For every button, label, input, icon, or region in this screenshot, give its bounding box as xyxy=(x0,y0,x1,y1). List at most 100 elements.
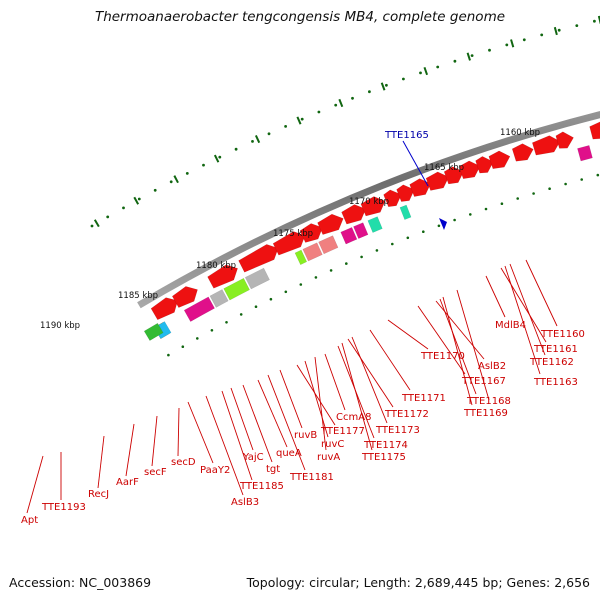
gene-label-apt[interactable]: Apt xyxy=(21,515,38,526)
scale-minor-tick xyxy=(202,163,205,167)
gene-label-aslb2[interactable]: AslB2 xyxy=(478,361,506,372)
gene-label-tte1170[interactable]: TTE1170 xyxy=(420,351,465,362)
gene-label-tte1163[interactable]: TTE1163 xyxy=(533,377,578,388)
label-leader-line xyxy=(205,395,244,496)
gene-label-tte1172[interactable]: TTE1172 xyxy=(384,409,429,420)
gene-label-tte1169[interactable]: TTE1169 xyxy=(463,408,508,419)
highlight-label-tte1165[interactable]: TTE1165 xyxy=(384,130,429,141)
gene-label-tte1168[interactable]: TTE1168 xyxy=(466,396,511,407)
gene-label-tte1161[interactable]: TTE1161 xyxy=(533,344,578,355)
scale-major-tick xyxy=(254,135,261,144)
gene-labels[interactable]: Apt TTE1193 RecJ AarF secF secD PaaY2 As… xyxy=(21,130,585,526)
feature-tracks[interactable] xyxy=(143,68,600,341)
gene-label-secf[interactable]: secF xyxy=(144,467,167,478)
scale-minor-tick xyxy=(557,28,561,32)
scale-minor-tick xyxy=(488,48,491,52)
gene-label-tte1167[interactable]: TTE1167 xyxy=(461,376,506,387)
gene-label-aslb3[interactable]: AslB3 xyxy=(231,497,259,508)
forward-cds-arrow xyxy=(589,121,600,140)
gene-label-recj[interactable]: RecJ xyxy=(88,489,109,500)
gene-label-ruvb[interactable]: ruvB xyxy=(294,430,317,441)
reverse-feature-block xyxy=(340,227,358,245)
scale-label-1160: 1160 kbp xyxy=(500,128,540,138)
forward-cds-arrow xyxy=(396,184,415,202)
inner-minor-tick xyxy=(596,173,600,177)
accession-text: Accession: NC_003869 xyxy=(9,575,152,590)
gene-label-tte1181[interactable]: TTE1181 xyxy=(289,472,334,483)
reverse-feature-block xyxy=(183,296,215,322)
scale-minor-tick xyxy=(284,125,287,128)
inner-minor-tick xyxy=(422,230,425,233)
gene-label-tte1173[interactable]: TTE1173 xyxy=(375,425,420,436)
scale-major-tick xyxy=(213,154,220,163)
scale-label-1165: 1165 kbp xyxy=(424,163,464,173)
inner-minor-tick xyxy=(167,353,170,357)
scale-labels: 1160 kbp 1165 kbp 1170 kbp 1175 kbp 1180… xyxy=(40,128,540,331)
scale-minor-tick xyxy=(453,59,457,63)
gene-label-quea[interactable]: queA xyxy=(276,448,302,459)
scale-major-tick xyxy=(510,39,515,48)
gene-label-tte1193[interactable]: TTE1193 xyxy=(41,502,86,513)
label-leader-line xyxy=(267,374,306,471)
reverse-feature-block xyxy=(244,267,270,290)
gene-label-yajc[interactable]: YajC xyxy=(242,452,264,463)
gene-label-tte1175[interactable]: TTE1175 xyxy=(361,452,406,463)
scale-minor-tick xyxy=(593,19,596,23)
forward-cds-arrow xyxy=(317,213,344,235)
gene-label-tte1162[interactable]: TTE1162 xyxy=(529,357,574,368)
inner-minor-tick xyxy=(532,192,535,195)
forward-cds-arrow xyxy=(360,196,386,217)
scale-minor-tick xyxy=(385,83,388,87)
gene-label-ccma8[interactable]: CcmA8 xyxy=(336,412,371,423)
reverse-feature-block xyxy=(318,235,339,255)
label-leader-line xyxy=(387,319,429,350)
scale-minor-tick xyxy=(218,155,222,159)
label-leader-line xyxy=(341,342,373,451)
scale-major-tick xyxy=(380,82,386,91)
scale-minor-tick xyxy=(470,54,474,57)
genome-backbone xyxy=(137,111,600,309)
forward-cds-arrow xyxy=(443,166,464,185)
gene-label-tte1185[interactable]: TTE1185 xyxy=(239,481,284,492)
scale-minor-tick xyxy=(317,110,321,114)
inner-minor-tick xyxy=(484,207,488,211)
reverse-feature-block xyxy=(367,216,383,233)
inner-minor-tick xyxy=(564,182,567,186)
reverse-feature-block xyxy=(302,242,323,262)
gene-label-tte1160[interactable]: TTE1160 xyxy=(540,329,585,340)
gene-label-tgt[interactable]: tgt xyxy=(266,464,280,475)
inner-minor-tick xyxy=(516,197,519,200)
gene-label-ruvc[interactable]: ruvC xyxy=(321,439,344,450)
label-leader-line xyxy=(221,390,253,481)
gene-label-aarf[interactable]: AarF xyxy=(116,477,139,488)
forward-cds-arrow xyxy=(238,244,279,273)
label-leader-line xyxy=(296,364,336,426)
scale-label-1170: 1170 kbp xyxy=(349,197,389,207)
scale-major-tick xyxy=(338,98,344,108)
inner-minor-tick xyxy=(254,305,258,309)
reverse-feature-block xyxy=(577,145,593,162)
scale-minor-tick xyxy=(300,117,304,121)
gene-label-mdlb4[interactable]: MdlB4 xyxy=(495,320,526,331)
inner-minor-tick xyxy=(225,321,228,324)
inner-minor-tick xyxy=(284,290,288,294)
label-leader-line xyxy=(485,275,506,318)
label-leader-line xyxy=(324,353,346,411)
forward-cds-arrow xyxy=(383,189,402,208)
label-leader-lines xyxy=(26,140,558,514)
gene-label-tte1177[interactable]: TTE1177 xyxy=(320,426,365,437)
scale-major-tick xyxy=(173,175,179,184)
gene-label-ruva[interactable]: ruvA xyxy=(317,452,340,463)
forward-cds-arrow xyxy=(488,150,511,169)
forward-cds-arrow xyxy=(150,297,179,321)
reverse-feature-block xyxy=(353,222,369,239)
gene-label-secd[interactable]: secD xyxy=(171,457,196,468)
inner-minor-tick xyxy=(196,337,199,340)
scale-label-1180: 1180 kbp xyxy=(196,261,236,271)
gene-label-tte1171[interactable]: TTE1171 xyxy=(401,393,446,404)
forward-cds-arrow xyxy=(555,131,574,149)
gene-label-tte1174[interactable]: TTE1174 xyxy=(363,440,408,451)
gene-label-paay2[interactable]: PaaY2 xyxy=(200,465,230,476)
scale-major-tick xyxy=(296,116,302,125)
